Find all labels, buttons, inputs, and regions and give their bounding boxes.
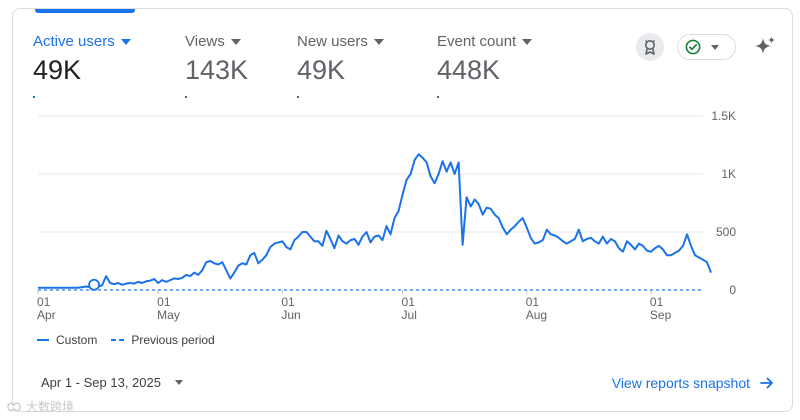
metric-sparkline xyxy=(437,96,439,98)
sparkle-icon xyxy=(755,36,775,54)
x-tick-day-label: 01 xyxy=(37,295,51,309)
legend-item-previous-period[interactable]: Previous period xyxy=(111,333,215,347)
check-circle-icon xyxy=(685,39,701,55)
x-tick-month-label: Aug xyxy=(526,308,547,322)
active-tab-indicator xyxy=(35,9,135,13)
solid-line-swatch xyxy=(37,339,49,341)
x-tick-day-label: 01 xyxy=(281,295,295,309)
metric-sparkline xyxy=(33,96,35,98)
x-tick-day-label: 01 xyxy=(526,295,540,309)
caret-down-icon xyxy=(120,38,131,45)
watermark: 大数跨境 xyxy=(6,398,74,415)
data-quality-status-button[interactable] xyxy=(677,34,736,60)
metric-tab-new-users[interactable]: New users 49K xyxy=(297,33,384,98)
y-tick-label: 0 xyxy=(729,283,736,297)
caret-down-icon xyxy=(230,38,241,45)
metric-tab-event-count[interactable]: Event count 448K xyxy=(437,33,533,98)
date-range-selector[interactable]: Apr 1 - Sep 13, 2025 xyxy=(41,375,183,390)
series-line-custom xyxy=(38,153,712,289)
x-tick-day-label: 01 xyxy=(402,295,416,309)
x-tick-month-label: Sep xyxy=(650,308,672,322)
x-tick-day-label: 01 xyxy=(650,295,664,309)
date-range-label: Apr 1 - Sep 13, 2025 xyxy=(41,375,161,390)
metric-value: 49K xyxy=(33,55,82,85)
x-tick-month-label: Jun xyxy=(281,308,300,322)
ribbon-badge-icon xyxy=(645,40,655,55)
x-tick-month-label: May xyxy=(157,308,180,322)
metric-value: 49K xyxy=(297,55,346,85)
dashed-line-swatch xyxy=(111,339,125,341)
watermark-text: 大数跨境 xyxy=(26,400,75,414)
overview-card: Active users 49K Views 143K New users 49… xyxy=(12,8,793,412)
metric-sparkline xyxy=(297,96,299,98)
metric-label: Active users xyxy=(33,33,115,50)
y-tick-label: 1K xyxy=(721,167,736,181)
caret-down-icon xyxy=(522,38,533,45)
view-reports-snapshot-link[interactable]: View reports snapshot xyxy=(612,375,774,391)
y-tick-label: 500 xyxy=(716,225,736,239)
legend-label-previous: Previous period xyxy=(131,333,215,347)
x-tick-month-label: Jul xyxy=(402,308,417,322)
metric-sparkline xyxy=(185,96,187,98)
caret-down-icon xyxy=(373,38,384,45)
annotation-marker xyxy=(88,278,100,291)
watermark-logo-icon xyxy=(7,402,21,411)
metric-value: 448K xyxy=(437,55,501,85)
metric-label: Views xyxy=(185,33,225,50)
legend-label-custom: Custom xyxy=(56,333,98,347)
chevron-down-icon xyxy=(711,44,719,50)
arrow-right-icon xyxy=(760,377,773,389)
x-tick-day-label: 01 xyxy=(157,295,171,309)
y-tick-label: 1.5K xyxy=(711,109,736,123)
metric-tab-views[interactable]: Views 143K xyxy=(185,33,248,98)
insights-badge-button[interactable] xyxy=(636,33,664,61)
metric-tab-active-users[interactable]: Active users 49K xyxy=(33,33,131,98)
snapshot-link-label: View reports snapshot xyxy=(611,375,750,391)
metric-label: New users xyxy=(297,33,368,50)
ai-insights-button[interactable] xyxy=(752,34,778,60)
x-tick-month-label: Apr xyxy=(37,308,56,322)
metric-label: Event count xyxy=(437,33,517,50)
chart-legend: Custom Previous period xyxy=(37,333,229,347)
metric-value: 143K xyxy=(185,55,249,85)
chevron-down-icon xyxy=(174,380,183,385)
legend-item-custom[interactable]: Custom xyxy=(37,333,97,347)
